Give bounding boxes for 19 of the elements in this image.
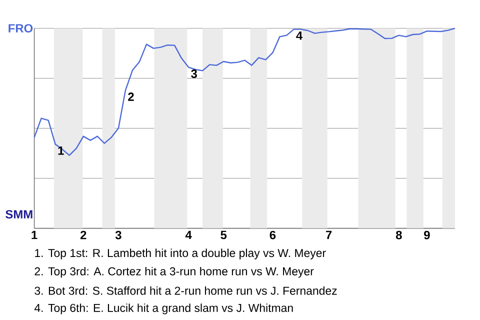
x-tick-label: 7 [326,230,332,240]
annotation: 3 [191,70,197,78]
text: 4. Top 6th: E. Lucik hit a grand slam vs J. Whitman [34,304,293,314]
annotation: 2 [128,92,134,101]
text: FRO [8,24,33,33]
x-tick-label: 5 [220,230,227,240]
text: 3. Bot 3rd: S. Stafford hit a 2-run home run vs J. Fernandez [34,286,337,295]
x-tick-label: 2 [80,230,86,240]
text: 1. Top 1st: R. Lambeth hit into a double play vs W. Meyer [35,248,326,260]
text: SMM [6,210,32,219]
text: 2. Top 3rd: A. Cortez hit a 3-run home run vs W. Meyer [34,266,314,278]
annotation: 4 [296,32,303,40]
x-tick-label: 4 [185,230,192,240]
x-tick-label: 8 [396,230,402,240]
x-tick-label: 6 [270,230,276,240]
x-tick-label: 9 [424,230,430,240]
x-tick-label: 3 [115,230,122,240]
x-tick-label: 1 [32,230,38,240]
annotation: 1 [58,146,64,155]
